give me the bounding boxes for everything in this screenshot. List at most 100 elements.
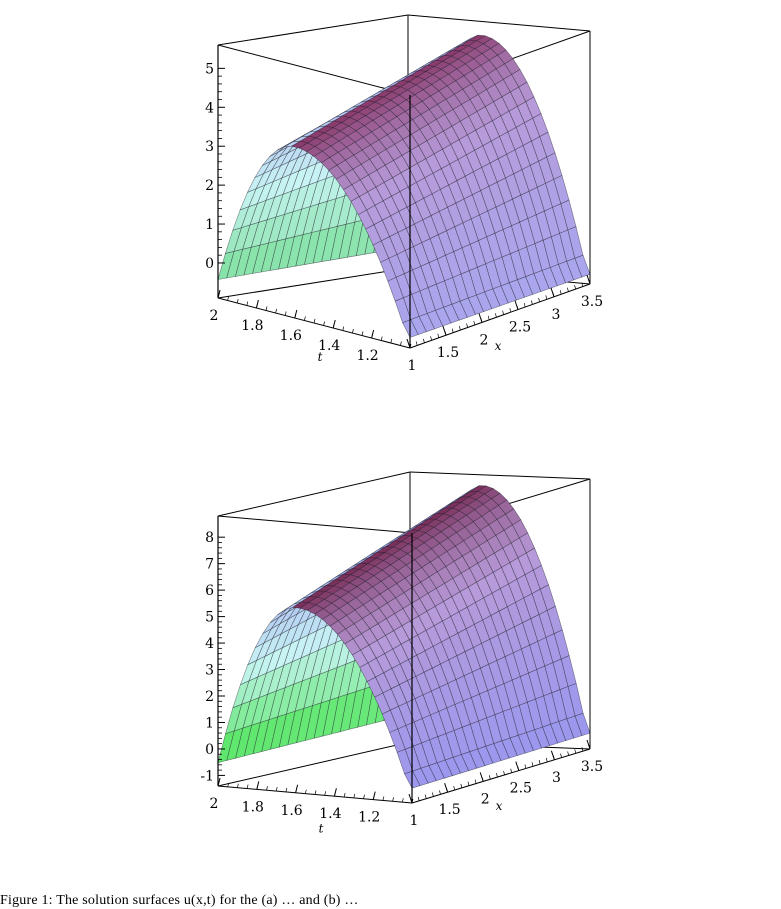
x-minor-tick: [473, 320, 476, 326]
t-tick-label: 2: [210, 308, 219, 324]
t-minor-tick: [400, 341, 402, 346]
t-minor-tick: [275, 787, 278, 792]
x-axis-label: x: [496, 799, 503, 813]
x-minor-tick: [439, 790, 441, 795]
x-minor-tick: [553, 755, 555, 760]
box-edge: [217, 44, 411, 96]
x-minor-tick: [552, 292, 555, 297]
x-minor-tick: [503, 770, 505, 776]
t-tick-label: 1.4: [319, 806, 341, 822]
x-minor-tick: [474, 779, 477, 784]
t-minor-tick: [380, 336, 383, 341]
z-tick-label: 6: [205, 583, 214, 599]
x-minor-tick: [531, 762, 534, 767]
z-tick-label: 2: [205, 689, 214, 705]
x-tick-label: 2.5: [509, 320, 531, 336]
t-minor-tick: [334, 792, 336, 797]
x-minor-tick: [559, 290, 562, 295]
t-minor-tick: [363, 794, 365, 799]
t-tick-label: 1.4: [318, 338, 340, 354]
figure-caption: Figure 1: The solution surfaces u(x,t) f…: [0, 893, 359, 908]
t-minor-tick: [353, 793, 356, 798]
x-minor-tick: [545, 757, 548, 763]
x-minor-tick: [531, 300, 533, 305]
x-minor-tick: [417, 796, 420, 801]
t-minor-tick: [304, 789, 307, 794]
x-minor-tick: [453, 785, 456, 791]
t-minor-tick: [256, 303, 258, 309]
box-edge: [411, 748, 591, 804]
t-minor-tick: [217, 293, 220, 299]
x-minor-tick: [567, 287, 569, 292]
t-minor-tick: [371, 333, 373, 339]
x-minor-tick: [408, 343, 411, 349]
t-minor-tick: [227, 782, 230, 787]
x-tick-label: 3.5: [581, 759, 603, 775]
x-minor-tick: [424, 794, 427, 799]
z-tick-label: 1: [205, 217, 214, 233]
t-minor-tick: [324, 791, 327, 796]
box-edge: [217, 14, 409, 46]
t-minor-tick: [401, 798, 404, 803]
x-minor-tick: [410, 798, 413, 804]
x-minor-tick: [588, 744, 591, 750]
x-minor-tick: [502, 310, 504, 315]
t-minor-tick: [227, 296, 229, 301]
x-minor-tick: [523, 302, 526, 308]
z-tick-label: -1: [200, 768, 214, 784]
box-edge: [217, 515, 413, 534]
box-edge: [407, 14, 591, 32]
t-minor-tick: [392, 797, 394, 802]
x-minor-tick: [567, 751, 569, 756]
x-minor-tick: [451, 328, 454, 333]
box-edge: [217, 741, 411, 787]
x-minor-tick: [444, 331, 447, 336]
x-tick-label: 1: [410, 813, 419, 829]
x-minor-tick: [509, 308, 512, 313]
t-minor-tick: [342, 326, 345, 331]
t-minor-tick: [256, 785, 259, 790]
x-minor-tick: [460, 783, 463, 788]
x-minor-tick: [481, 777, 484, 782]
x-minor-tick: [496, 772, 498, 778]
x-tick-label: 1.5: [437, 345, 459, 361]
surface-mesh: [217, 34, 591, 338]
x-minor-tick: [517, 766, 520, 771]
x-minor-tick: [432, 792, 434, 797]
z-tick-label: 3: [205, 663, 214, 679]
box-edge: [217, 267, 409, 299]
z-tick-label: 5: [205, 610, 214, 626]
z-tick-label: 0: [205, 256, 214, 272]
t-minor-tick: [266, 786, 268, 791]
x-minor-tick: [423, 338, 425, 343]
t-minor-tick: [304, 316, 306, 321]
t-tick-label: 1.6: [280, 328, 302, 344]
x-minor-tick: [487, 315, 490, 320]
t-minor-tick: [372, 795, 375, 800]
x-minor-tick: [446, 788, 448, 793]
t-tick-label: 1.6: [280, 803, 302, 819]
t-minor-tick: [323, 321, 325, 326]
x-minor-tick: [415, 341, 418, 346]
z-tick-label: 5: [205, 61, 214, 77]
x-tick-label: 3.5: [581, 294, 603, 310]
x-minor-tick: [466, 323, 468, 328]
t-minor-tick: [246, 301, 249, 306]
x-tick-label: 1.5: [438, 802, 460, 818]
t-axis-label: t: [318, 350, 323, 364]
t-minor-tick: [236, 298, 239, 304]
x-minor-tick: [524, 764, 527, 769]
x-tick-label: 3: [552, 770, 561, 786]
t-minor-tick: [343, 792, 346, 798]
box-edge: [409, 471, 591, 480]
t-tick-label: 2: [210, 796, 219, 812]
box-edge: [217, 471, 411, 517]
x-minor-tick: [480, 318, 483, 323]
x-tick-label: 2: [481, 791, 490, 807]
x-minor-tick: [574, 285, 576, 290]
t-minor-tick: [382, 796, 385, 801]
t-minor-tick: [265, 306, 268, 311]
x-minor-tick: [581, 282, 584, 287]
t-axis-label: t: [319, 822, 324, 836]
t-minor-tick: [294, 313, 297, 319]
